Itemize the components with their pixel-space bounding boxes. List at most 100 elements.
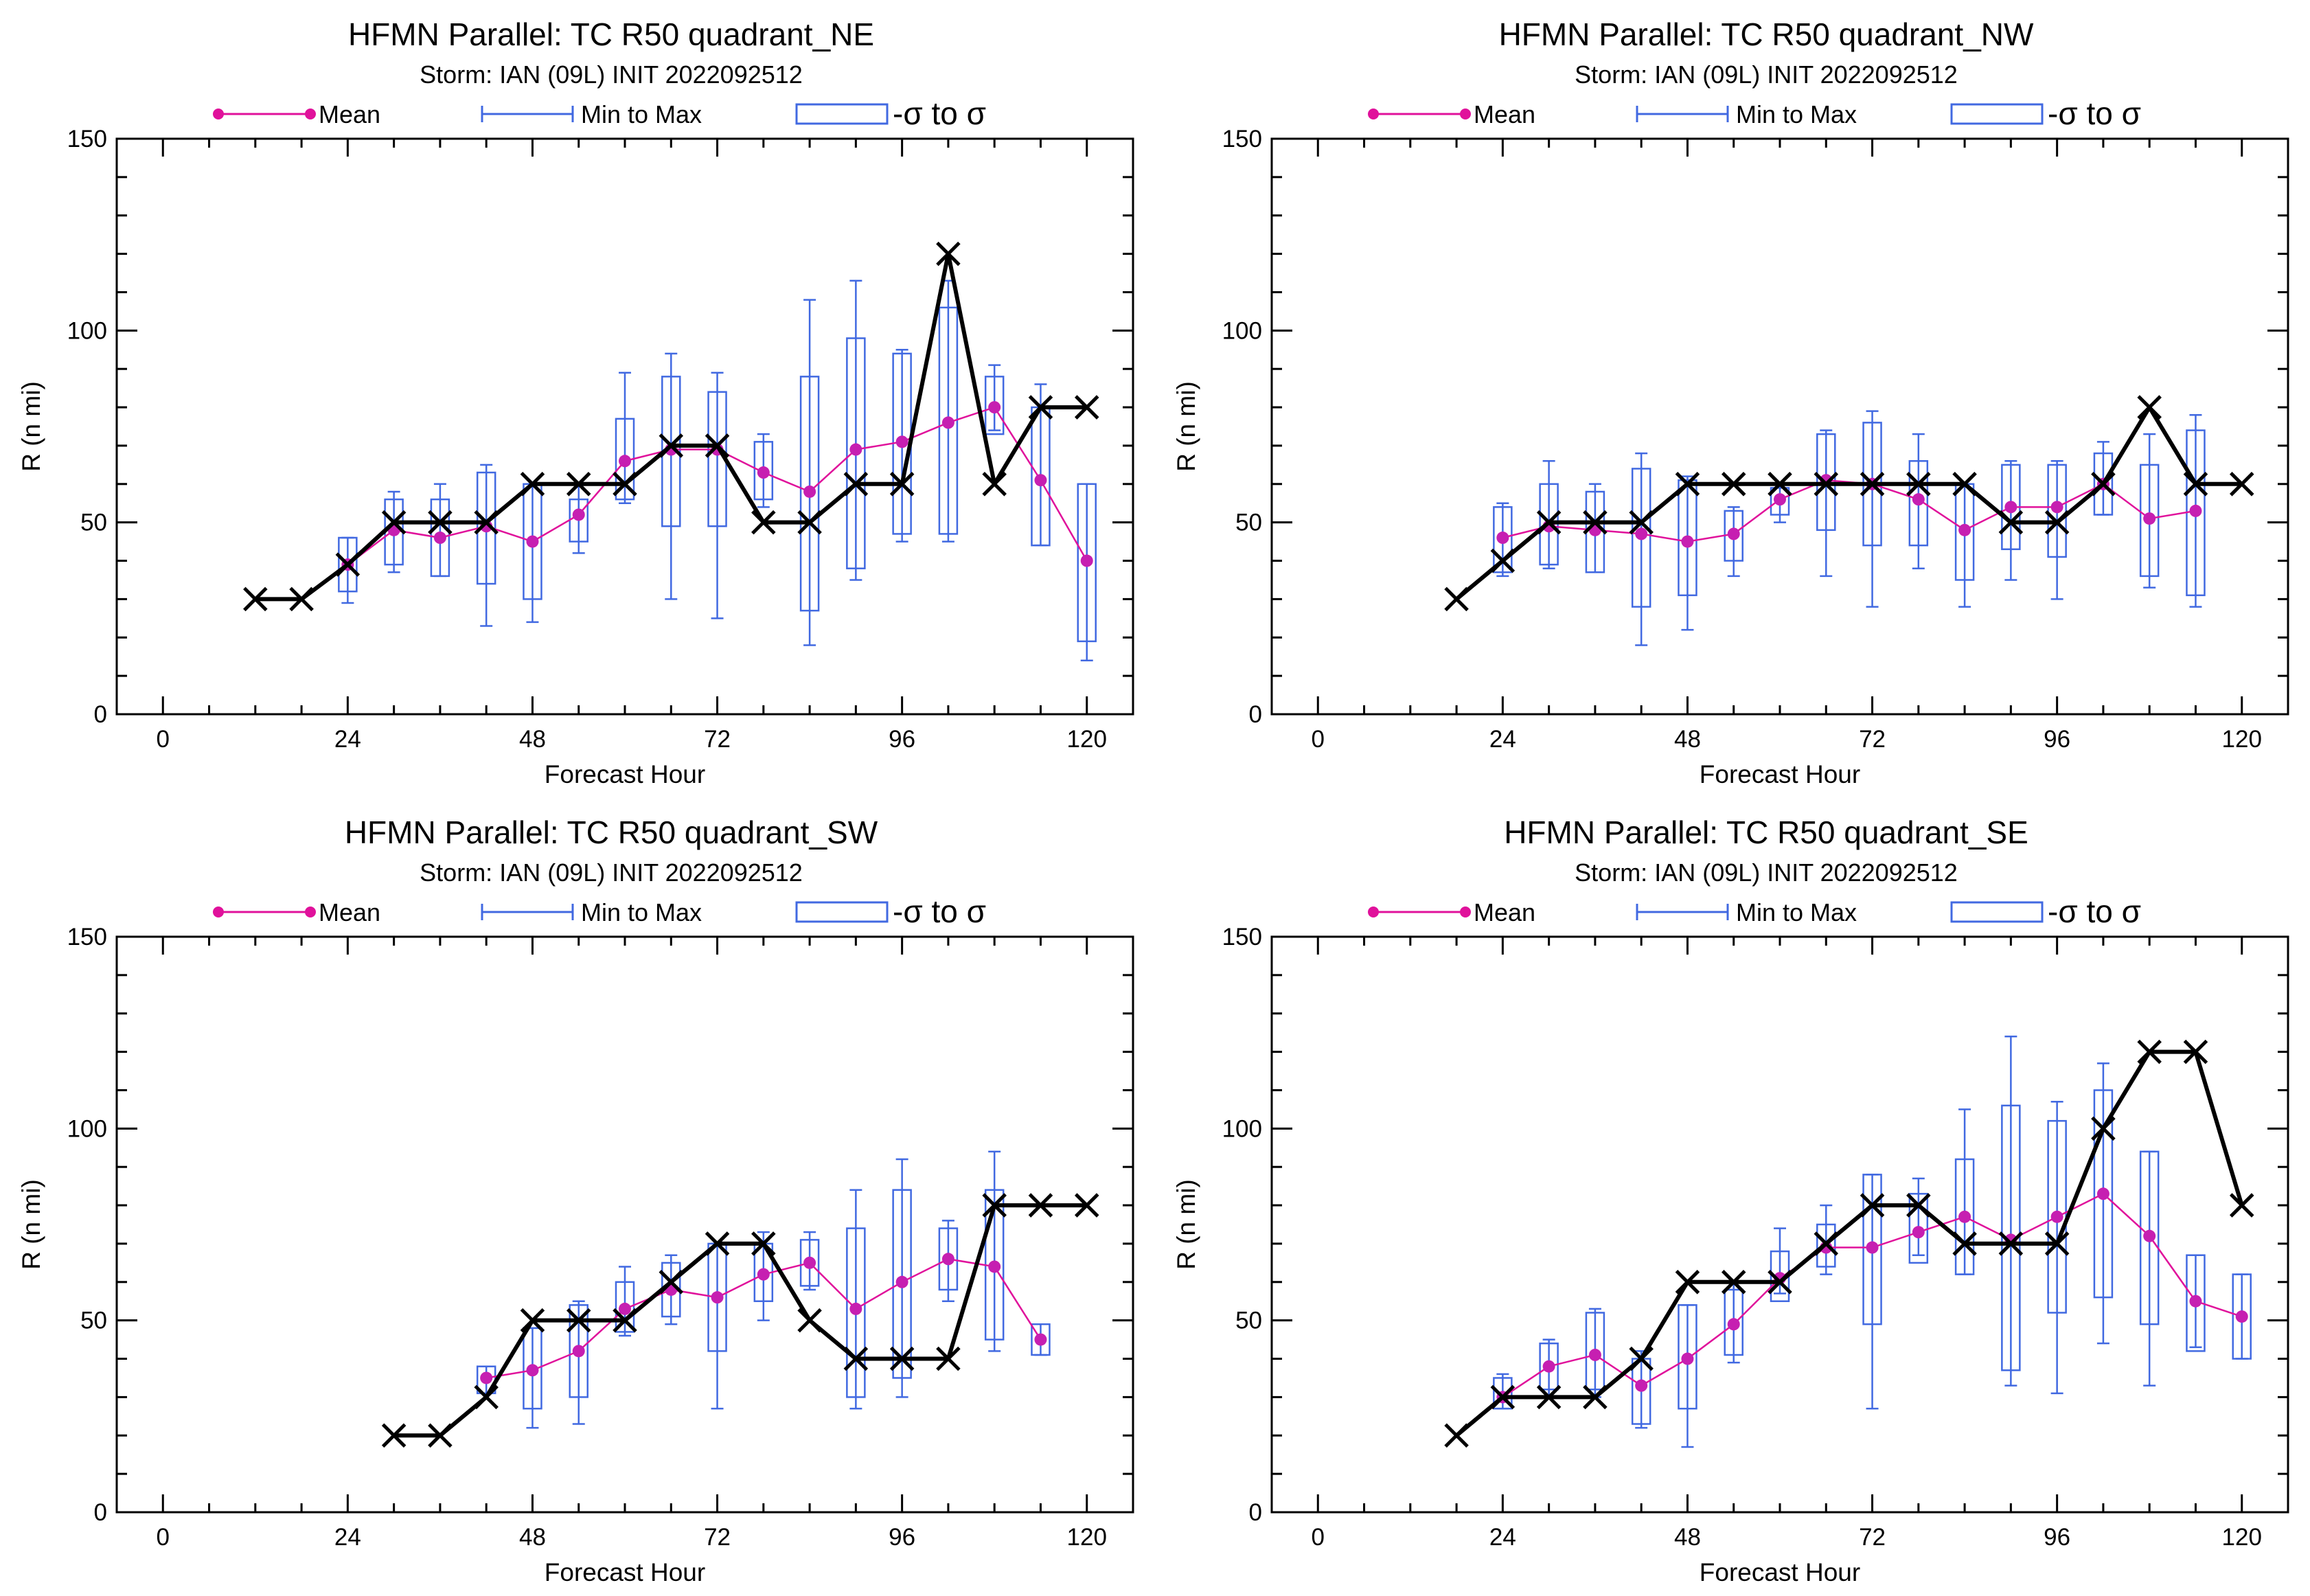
- chart-subtitle: Storm: IAN (09L) INIT 2022092512: [1575, 60, 1958, 89]
- legend: Mean Min to Max -σ to σ: [213, 893, 986, 929]
- observed-point: [1028, 395, 1053, 420]
- y-tick-label: 150: [67, 126, 107, 152]
- observed-point: [381, 1423, 407, 1448]
- mean-point: [1034, 474, 1047, 487]
- sigma-box: [1631, 468, 1651, 608]
- observed-point: [982, 1193, 1007, 1218]
- box-whisker: [661, 352, 681, 600]
- observed-point: [2044, 510, 2070, 535]
- box-whisker: [615, 1266, 635, 1337]
- box-whisker: [430, 483, 450, 578]
- box-whisker: [1678, 1304, 1697, 1448]
- mean-point: [1496, 532, 1509, 545]
- y-tick-label: 50: [1235, 1308, 1262, 1334]
- legend-sigma-label: -σ to σ: [893, 95, 986, 131]
- mean-point: [1588, 1348, 1601, 1361]
- sigma-box: [615, 1281, 635, 1333]
- sigma-box: [2001, 1104, 2021, 1371]
- legend-mean-marker: [213, 907, 224, 917]
- legend-mean-marker: [1368, 907, 1379, 917]
- mean-point: [803, 485, 816, 498]
- sigma-box: [1724, 1288, 1743, 1356]
- x-tick-label: 48: [519, 726, 546, 753]
- box-whisker: [523, 1327, 542, 1429]
- observed-point: [797, 1308, 822, 1333]
- observed-point: [1998, 510, 2024, 535]
- y-tick-label: 50: [80, 510, 107, 536]
- x-tick-label: 120: [1067, 726, 1107, 753]
- legend-mean-label: Mean: [1474, 100, 1535, 128]
- mean-point: [2004, 501, 2017, 514]
- observed-point: [1028, 1193, 1053, 1218]
- observed-point: [1490, 1384, 1516, 1410]
- mean-point: [895, 435, 908, 448]
- y-tick-label: 0: [94, 1499, 107, 1526]
- sigma-box: [1770, 487, 1790, 516]
- mean-point: [1727, 527, 1740, 540]
- observed-line: [1455, 405, 2242, 601]
- mean-point: [757, 1268, 770, 1281]
- x-axis: 0 24 48 72 96 120: [1312, 937, 2262, 1551]
- sigma-box: [1493, 1377, 1513, 1410]
- y-axis-label: R (n mi): [17, 1179, 45, 1270]
- box-whisker: [1077, 483, 1097, 662]
- mean-point: [480, 1371, 493, 1384]
- observed-point: [428, 1423, 453, 1448]
- x-axis-label: Forecast Hour: [545, 760, 705, 788]
- observed-point: [1490, 548, 1516, 573]
- chart-title: HFMN Parallel: TC R50 quadrant_NE: [348, 16, 874, 52]
- observed-point: [1444, 1423, 1469, 1448]
- sigma-box: [523, 1327, 542, 1410]
- mean-point: [1542, 1360, 1555, 1373]
- mean-point: [2143, 512, 2156, 525]
- sigma-box: [799, 376, 820, 612]
- mean-point: [1635, 527, 1648, 540]
- observed-point: [520, 472, 545, 497]
- sigma-box: [1539, 1342, 1559, 1391]
- legend-mean-marker: [213, 109, 224, 119]
- observed-point: [2137, 1039, 2162, 1064]
- mean-point: [526, 1364, 539, 1377]
- observed-point: [1952, 472, 1977, 497]
- observed-point: [2229, 472, 2254, 497]
- chart-svg: HFMN Parallel: TC R50 quadrant_SE Storm: …: [1172, 814, 2289, 1586]
- legend-minmax-label: Min to Max: [1736, 898, 1857, 926]
- y-tick-label: 50: [1235, 510, 1262, 536]
- legend-mean-label: Mean: [1474, 898, 1535, 926]
- legend-minmax: Min to Max: [481, 898, 702, 926]
- x-tick-label: 120: [2222, 726, 2262, 753]
- observed-point: [1814, 1231, 1839, 1256]
- x-tick-label: 0: [1312, 726, 1325, 753]
- legend-sigma: -σ to σ: [1950, 893, 2141, 929]
- observed-point: [1768, 1270, 1792, 1295]
- legend-mean-label: Mean: [319, 100, 380, 128]
- y-tick-label: 0: [1249, 1499, 1262, 1526]
- mean-point: [895, 1275, 908, 1288]
- chart-svg: HFMN Parallel: TC R50 quadrant_NW Storm: …: [1172, 16, 2289, 788]
- legend-sigma: -σ to σ: [795, 893, 986, 929]
- x-tick-label: 96: [889, 726, 915, 753]
- sigma-box: [2139, 464, 2160, 578]
- legend-sigma: -σ to σ: [795, 95, 986, 131]
- sigma-box: [1678, 479, 1697, 597]
- y-tick-label: 100: [1222, 317, 1262, 344]
- mean-point: [1912, 1226, 1925, 1239]
- box-whisker: [753, 433, 774, 508]
- mean-point: [849, 1302, 862, 1315]
- sigma-box: [1908, 460, 1929, 547]
- mean-point: [1958, 523, 1971, 536]
- mean-point: [572, 508, 585, 521]
- mean-point: [2050, 1210, 2063, 1223]
- observed-point: [1768, 472, 1792, 497]
- x-axis: 0 24 48 72 96 120: [1312, 139, 2262, 753]
- mean-point: [1912, 493, 1925, 506]
- x-tick-label: 48: [519, 1524, 546, 1551]
- box-whisker: [1862, 410, 1882, 608]
- y-tick-label: 150: [1222, 126, 1262, 152]
- x-tick-label: 72: [704, 1524, 731, 1551]
- y-axis: 0 50 100 150: [1222, 126, 2288, 728]
- observed-point: [1814, 472, 1839, 497]
- sigma-box: [938, 1227, 959, 1291]
- observed-point: [705, 433, 730, 458]
- observed-point: [2137, 395, 2162, 420]
